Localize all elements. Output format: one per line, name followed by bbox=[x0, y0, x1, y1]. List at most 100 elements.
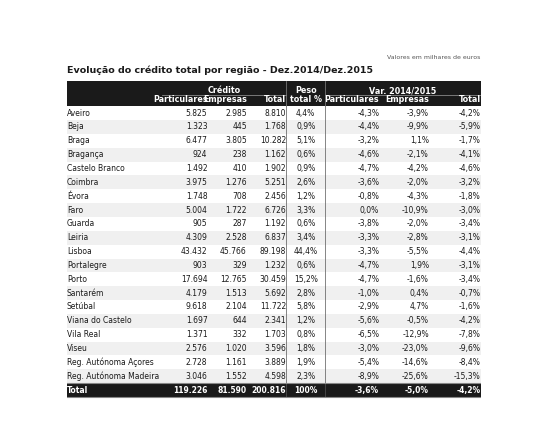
Text: -4,4%: -4,4% bbox=[459, 247, 481, 256]
Bar bbox=[67, 355, 481, 369]
Text: total %: total % bbox=[290, 95, 322, 104]
Text: Viseu: Viseu bbox=[67, 344, 88, 353]
Text: 2.528: 2.528 bbox=[225, 233, 247, 242]
Text: Total: Total bbox=[459, 95, 481, 104]
Text: 12.765: 12.765 bbox=[220, 275, 247, 284]
Text: 0,6%: 0,6% bbox=[296, 261, 316, 270]
Text: 5.825: 5.825 bbox=[186, 108, 208, 118]
Text: 2.576: 2.576 bbox=[186, 344, 208, 353]
Text: -5,6%: -5,6% bbox=[357, 316, 379, 325]
Text: -4,4%: -4,4% bbox=[357, 122, 379, 131]
Bar bbox=[67, 148, 481, 162]
Text: 924: 924 bbox=[193, 150, 208, 159]
Text: -25,6%: -25,6% bbox=[402, 372, 429, 381]
Text: -3,0%: -3,0% bbox=[459, 206, 481, 215]
Bar bbox=[67, 134, 481, 148]
Text: 4.309: 4.309 bbox=[186, 233, 208, 242]
Bar bbox=[67, 203, 481, 217]
Text: 3.046: 3.046 bbox=[186, 372, 208, 381]
Text: 1.232: 1.232 bbox=[264, 261, 286, 270]
Text: -3,8%: -3,8% bbox=[357, 220, 379, 228]
Text: Portalegre: Portalegre bbox=[67, 261, 106, 270]
Text: -3,4%: -3,4% bbox=[459, 220, 481, 228]
Text: 1.697: 1.697 bbox=[186, 316, 208, 325]
Text: 0,6%: 0,6% bbox=[296, 150, 316, 159]
Text: Valores em milhares de euros: Valores em milhares de euros bbox=[387, 56, 481, 60]
Text: -3,1%: -3,1% bbox=[459, 233, 481, 242]
Text: -4,7%: -4,7% bbox=[357, 261, 379, 270]
Text: 4.598: 4.598 bbox=[264, 372, 286, 381]
Text: Porto: Porto bbox=[67, 275, 87, 284]
Text: Crédito: Crédito bbox=[207, 86, 241, 95]
Text: 6.726: 6.726 bbox=[264, 206, 286, 215]
Text: -8,4%: -8,4% bbox=[459, 358, 481, 367]
Text: 3,4%: 3,4% bbox=[296, 233, 316, 242]
Text: Peso: Peso bbox=[295, 86, 317, 95]
Text: 2,6%: 2,6% bbox=[296, 178, 315, 187]
Text: -3,9%: -3,9% bbox=[407, 108, 429, 118]
Text: 5,8%: 5,8% bbox=[296, 302, 315, 311]
Text: 3.805: 3.805 bbox=[225, 136, 247, 145]
Text: Total: Total bbox=[67, 386, 88, 395]
Text: 100%: 100% bbox=[294, 386, 317, 395]
Bar bbox=[67, 383, 481, 397]
Text: -4,3%: -4,3% bbox=[407, 192, 429, 201]
Text: -9,6%: -9,6% bbox=[459, 344, 481, 353]
Text: -4,7%: -4,7% bbox=[357, 275, 379, 284]
Text: -4,1%: -4,1% bbox=[459, 150, 481, 159]
Text: 2.985: 2.985 bbox=[225, 108, 247, 118]
Text: 44,4%: 44,4% bbox=[294, 247, 318, 256]
Text: 2.456: 2.456 bbox=[264, 192, 286, 201]
Bar bbox=[67, 369, 481, 383]
Text: 1.552: 1.552 bbox=[225, 372, 247, 381]
Text: -3,3%: -3,3% bbox=[357, 247, 379, 256]
Text: 644: 644 bbox=[232, 316, 247, 325]
Text: 5.692: 5.692 bbox=[264, 289, 286, 297]
Text: Empresas: Empresas bbox=[385, 95, 429, 104]
Text: 1.323: 1.323 bbox=[186, 122, 208, 131]
Text: Viana do Castelo: Viana do Castelo bbox=[67, 316, 131, 325]
Text: 6.837: 6.837 bbox=[264, 233, 286, 242]
Text: 1,1%: 1,1% bbox=[410, 136, 429, 145]
Text: 410: 410 bbox=[232, 164, 247, 173]
Text: 43.432: 43.432 bbox=[181, 247, 208, 256]
Text: 1.513: 1.513 bbox=[225, 289, 247, 297]
Text: 15,2%: 15,2% bbox=[294, 275, 318, 284]
Text: -4,6%: -4,6% bbox=[459, 164, 481, 173]
Text: Vila Real: Vila Real bbox=[67, 330, 100, 339]
Text: -10,9%: -10,9% bbox=[402, 206, 429, 215]
Text: Santarém: Santarém bbox=[67, 289, 104, 297]
Text: 119.226: 119.226 bbox=[173, 386, 208, 395]
Text: -0,8%: -0,8% bbox=[357, 192, 379, 201]
Text: 1.703: 1.703 bbox=[264, 330, 286, 339]
Text: -9,9%: -9,9% bbox=[407, 122, 429, 131]
Text: -3,3%: -3,3% bbox=[357, 233, 379, 242]
Text: -3,2%: -3,2% bbox=[459, 178, 481, 187]
Text: -2,0%: -2,0% bbox=[407, 220, 429, 228]
Text: 0,9%: 0,9% bbox=[296, 122, 316, 131]
Text: 6.477: 6.477 bbox=[186, 136, 208, 145]
Text: Setúbal: Setúbal bbox=[67, 302, 96, 311]
Text: 1.162: 1.162 bbox=[264, 150, 286, 159]
Text: 4,4%: 4,4% bbox=[296, 108, 316, 118]
Text: -5,4%: -5,4% bbox=[357, 358, 379, 367]
Text: Leiria: Leiria bbox=[67, 233, 88, 242]
Text: -7,8%: -7,8% bbox=[459, 330, 481, 339]
Text: Coimbra: Coimbra bbox=[67, 178, 99, 187]
Text: -4,2%: -4,2% bbox=[459, 108, 481, 118]
Bar bbox=[67, 106, 481, 120]
Text: 2,3%: 2,3% bbox=[296, 372, 315, 381]
Text: -6,5%: -6,5% bbox=[357, 330, 379, 339]
Text: 2.341: 2.341 bbox=[264, 316, 286, 325]
Text: 45.766: 45.766 bbox=[220, 247, 247, 256]
Text: 4,7%: 4,7% bbox=[410, 302, 429, 311]
Text: 2.728: 2.728 bbox=[186, 358, 208, 367]
Text: 9.618: 9.618 bbox=[186, 302, 208, 311]
Text: Reg. Autónoma Madeira: Reg. Autónoma Madeira bbox=[67, 371, 159, 381]
Text: 11.722: 11.722 bbox=[260, 302, 286, 311]
Text: 3.975: 3.975 bbox=[186, 178, 208, 187]
Text: 287: 287 bbox=[232, 220, 247, 228]
Text: -23,0%: -23,0% bbox=[402, 344, 429, 353]
Text: 1.161: 1.161 bbox=[225, 358, 247, 367]
Text: -12,9%: -12,9% bbox=[402, 330, 429, 339]
